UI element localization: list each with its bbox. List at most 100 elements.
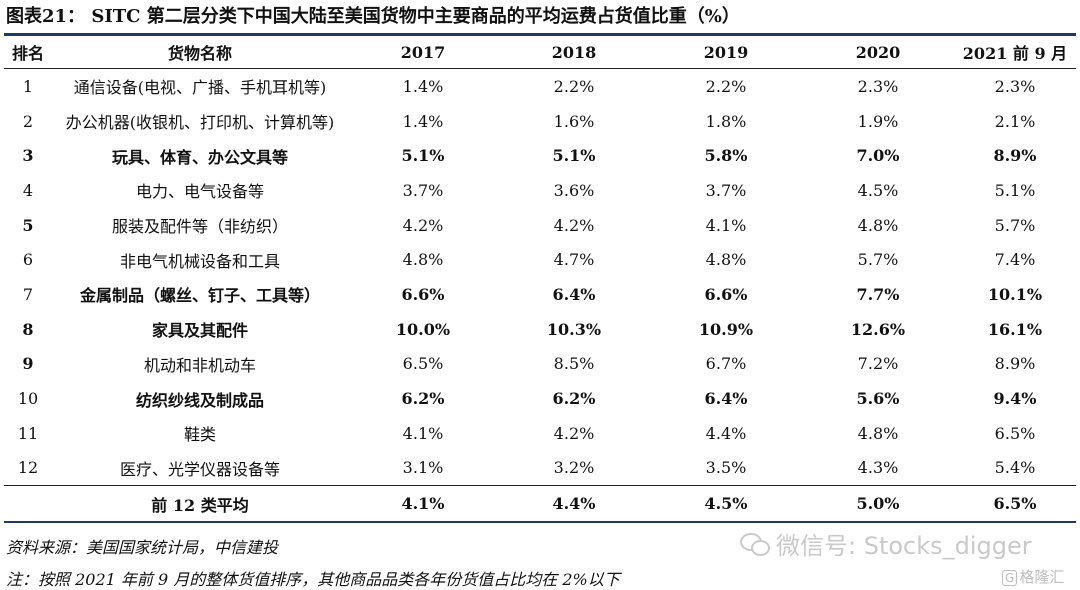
value-cell: 4.8%: [705, 250, 747, 270]
title-divider: [4, 33, 1076, 36]
value-cell: 5.1%: [552, 146, 596, 166]
value-cell: 1.6%: [553, 111, 595, 131]
value-cell: 7.4%: [994, 250, 1036, 270]
goods-name-cell: 家具及其配件: [151, 321, 248, 341]
value-cell: 10.0%: [395, 319, 451, 339]
rank-cell: 11: [17, 423, 39, 443]
average-value: 4.4%: [498, 485, 650, 524]
value-cell: 4.5%: [857, 180, 899, 200]
average-label: 前 12 类平均: [52, 485, 348, 524]
freight-ratio-table: 排名 货物名称 2017 2018 2019 2020 2021 前 9 月 1 通信设备(电…: [4, 36, 1076, 524]
value-cell: 2.2%: [705, 76, 747, 96]
value-cell: 6.5%: [402, 354, 444, 374]
value-cell: 10.9%: [698, 319, 754, 339]
table-row: 12 医疗、光学仪器设备等 3.1% 3.2% 3.5% 4.3% 5.4%: [4, 451, 1076, 486]
value-cell: 7.7%: [856, 284, 900, 304]
value-cell: 4.2%: [553, 215, 595, 235]
value-cell: 6.7%: [705, 354, 747, 374]
goods-name-cell: 非电气机械设备和工具: [119, 251, 280, 271]
rank-cell: 4: [22, 180, 34, 200]
column-header: 2020: [802, 36, 954, 69]
value-cell: 12.6%: [850, 319, 906, 339]
goods-name-cell: 通信设备(电视、广播、手机耳机等): [73, 78, 327, 98]
goods-name-cell: 纺织纱线及制成品: [135, 390, 264, 410]
rank-cell: 9: [22, 354, 34, 374]
table-body: 1 通信设备(电视、广播、手机耳机等) 1.4% 2.2% 2.2% 2.3% 2.3% 2 办…: [4, 69, 1076, 486]
value-cell: 1.4%: [402, 111, 444, 131]
rank-cell: 3: [22, 146, 34, 166]
rank-cell: 5: [22, 215, 34, 235]
source-note: 资料来源：美国国家统计局，中信建投: [6, 538, 279, 557]
rank-cell: 8: [22, 319, 34, 339]
value-cell: 4.1%: [402, 423, 444, 443]
table-row: 4 电力、电气设备等 3.7% 3.6% 3.7% 4.5% 5.1%: [4, 173, 1076, 208]
value-cell: 6.2%: [552, 389, 596, 409]
goods-name-cell: 电力、电气设备等: [135, 182, 264, 202]
value-cell: 4.3%: [857, 458, 899, 478]
goods-name-cell: 机动和非机动车: [143, 355, 256, 375]
goods-name-cell: 医疗、光学仪器设备等: [119, 459, 280, 479]
value-cell: 4.1%: [705, 215, 747, 235]
wechat-icon: [740, 532, 770, 556]
value-cell: 5.1%: [994, 180, 1036, 200]
average-rank-cell: [4, 485, 52, 524]
value-cell: 7.2%: [857, 354, 899, 374]
value-cell: 3.1%: [402, 458, 444, 478]
value-cell: 3.7%: [402, 180, 444, 200]
table-row: 10 纺织纱线及制成品 6.2% 6.2% 6.4% 5.6% 9.4%: [4, 381, 1076, 416]
table-row: 11 鞋类 4.1% 4.2% 4.4% 4.8% 6.5%: [4, 416, 1076, 451]
value-cell: 2.3%: [857, 76, 899, 96]
value-cell: 3.5%: [705, 458, 747, 478]
value-cell: 4.2%: [553, 423, 595, 443]
value-cell: 3.7%: [705, 180, 747, 200]
column-header: 2017: [348, 36, 498, 69]
table-header-row: 排名 货物名称 2017 2018 2019 2020 2021 前 9 月: [4, 36, 1076, 69]
table-row: 8 家具及其配件 10.0% 10.3% 10.9% 12.6% 16.1%: [4, 312, 1076, 347]
footnote: 注：按照 2021 年前 9 月的整体货值排序，其他商品品类各年份货值占比均在 …: [6, 570, 620, 589]
value-cell: 6.5%: [994, 423, 1036, 443]
rank-cell: 12: [17, 458, 39, 478]
rank-cell: 7: [22, 284, 34, 304]
value-cell: 4.8%: [857, 423, 899, 443]
table-row: 1 通信设备(电视、广播、手机耳机等) 1.4% 2.2% 2.2% 2.3% 2.3%: [4, 69, 1076, 104]
rank-cell: 2: [22, 111, 34, 131]
value-cell: 2.3%: [994, 76, 1036, 96]
value-cell: 2.1%: [994, 111, 1036, 131]
wechat-watermark: 微信号: Stocks_digger: [740, 526, 1032, 561]
value-cell: 6.6%: [401, 284, 445, 304]
column-header: 排名: [4, 36, 52, 69]
value-cell: 5.6%: [856, 389, 900, 409]
value-cell: 4.2%: [402, 215, 444, 235]
value-cell: 4.8%: [402, 250, 444, 270]
table-title: 图表21： SITC 第二层分类下中国大陆至美国货物中主要商品的平均运费占货值比…: [6, 6, 740, 27]
goods-name-cell: 服装及配件等（非纺织）: [111, 217, 288, 237]
column-header: 货物名称: [52, 36, 348, 69]
value-cell: 6.6%: [704, 284, 748, 304]
value-cell: 6.2%: [401, 389, 445, 409]
value-cell: 3.2%: [553, 458, 595, 478]
value-cell: 16.1%: [987, 319, 1043, 339]
column-header: 2018: [498, 36, 650, 69]
table-row: 9 机动和非机动车 6.5% 8.5% 6.7% 7.2% 8.9%: [4, 347, 1076, 382]
value-cell: 10.1%: [987, 284, 1043, 304]
value-cell: 3.6%: [553, 180, 595, 200]
value-cell: 6.4%: [552, 284, 596, 304]
table-row: 3 玩具、体育、办公文具等 5.1% 5.1% 5.8% 7.0% 8.9%: [4, 138, 1076, 173]
value-cell: 1.8%: [705, 111, 747, 131]
logo-text: 格隆汇: [1019, 568, 1065, 586]
rank-cell: 6: [22, 250, 34, 270]
value-cell: 5.8%: [704, 146, 748, 166]
column-header: 2019: [650, 36, 802, 69]
table-row: 2 办公机器(收银机、打印机、计算机等) 1.4% 1.6% 1.8% 1.9% 2.1%: [4, 104, 1076, 139]
value-cell: 9.4%: [993, 389, 1037, 409]
value-cell: 1.4%: [402, 76, 444, 96]
table-row: 6 非电气机械设备和工具 4.8% 4.7% 4.8% 5.7% 7.4%: [4, 242, 1076, 277]
rank-cell: 10: [17, 389, 39, 409]
value-cell: 8.5%: [553, 354, 595, 374]
value-cell: 4.8%: [857, 215, 899, 235]
value-cell: 10.3%: [546, 319, 602, 339]
value-cell: 6.4%: [704, 389, 748, 409]
average-value: 5.0%: [802, 485, 954, 524]
value-cell: 5.7%: [994, 215, 1036, 235]
goods-name-cell: 金属制品（螺丝、钉子、工具等）: [79, 286, 320, 306]
